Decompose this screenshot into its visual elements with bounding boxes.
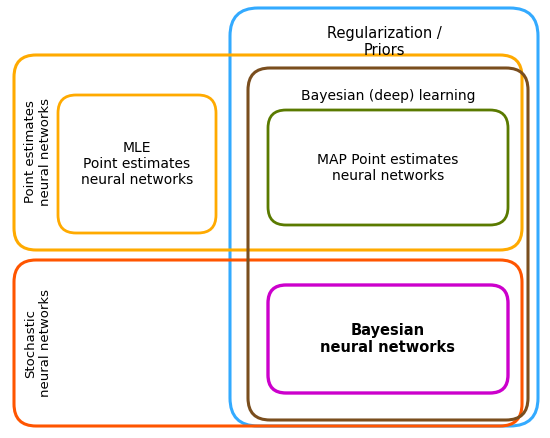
Text: Bayesian
neural networks: Bayesian neural networks	[321, 323, 455, 355]
Text: Bayesian (deep) learning: Bayesian (deep) learning	[301, 89, 475, 103]
Text: MAP Point estimates
neural networks: MAP Point estimates neural networks	[317, 153, 459, 183]
Text: Regularization /
Priors: Regularization / Priors	[327, 26, 441, 58]
Text: Stochastic
neural networks: Stochastic neural networks	[24, 289, 52, 397]
Text: Point estimates
neural networks: Point estimates neural networks	[24, 98, 52, 206]
Text: MLE
Point estimates
neural networks: MLE Point estimates neural networks	[81, 141, 193, 187]
